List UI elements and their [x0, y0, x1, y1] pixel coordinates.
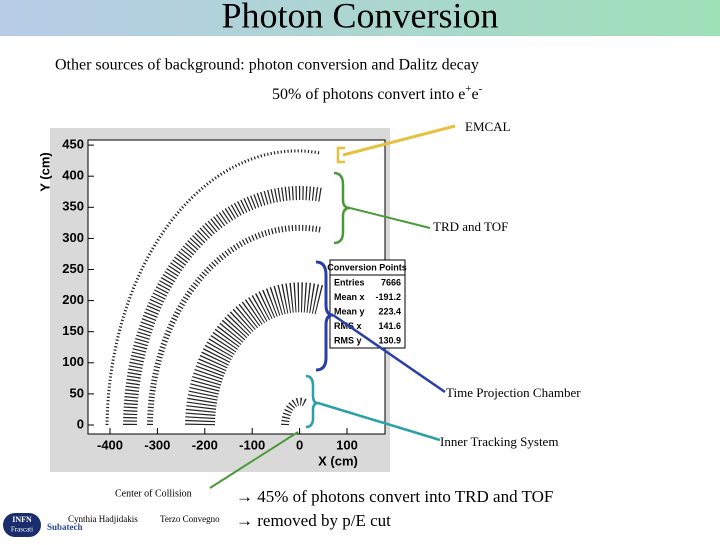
subtitle: Other sources of background: photon conv… [55, 57, 479, 74]
title-bar [0, 0, 720, 36]
logo-text: INFN [12, 515, 32, 524]
x-tick-label: -200 [192, 437, 218, 452]
note: 50% of photons convert into e+e- [272, 83, 483, 103]
y-tick-label: 350 [62, 199, 84, 214]
x-axis-label: X (cm) [318, 453, 358, 468]
y-tick-label: 0 [77, 416, 84, 431]
tof-ring [147, 224, 323, 426]
tpc-ring [185, 282, 324, 426]
x-tick-label: 0 [296, 437, 303, 452]
plot: X (cm) Y (cm) Conversion Points -400 -300… [37, 128, 407, 472]
infn-logo [3, 513, 41, 537]
emcal-bracket [336, 146, 345, 164]
title: Photon Conversion [221, 0, 498, 35]
tpc-pointer [332, 313, 446, 394]
subatech-logo: Subatech [47, 522, 83, 532]
x-tick-label: 100 [336, 437, 358, 452]
center-pointer [209, 431, 299, 489]
x-tick-label: -100 [239, 437, 265, 452]
y-tick-label: 100 [62, 354, 84, 369]
x-tick-label: -300 [144, 437, 170, 452]
bullet: → 45% of photons convert into TRD and TO… [236, 487, 553, 506]
stats-key: Entries [334, 277, 365, 287]
y-tick-label: 150 [62, 323, 84, 338]
detector-points [105, 149, 324, 426]
bullet: → removed by p/E cut [236, 511, 391, 530]
its-pointer [317, 401, 441, 442]
trd-pointer [349, 207, 431, 229]
y-axis-label: Y (cm) [37, 152, 52, 192]
stats-value: 130.9 [378, 335, 401, 345]
stats-value: 7666 [381, 277, 401, 287]
y-tick-label: 300 [62, 230, 84, 245]
stats-value: 223.4 [378, 306, 401, 316]
x-tick-label: -400 [97, 437, 123, 452]
y-tick-label: 400 [62, 168, 84, 183]
emcal-label: EMCAL [465, 119, 511, 134]
emcal-ring [105, 149, 321, 426]
y-tick-label: 50 [70, 385, 84, 400]
trd-label: TRD and TOF [433, 219, 508, 234]
stats-key: Mean y [334, 306, 365, 316]
stats-title: Conversion Points [327, 262, 407, 272]
stats-value: -191.2 [375, 292, 401, 302]
stats-value: 141.6 [378, 321, 401, 331]
center-label: Center of Collision [115, 488, 192, 499]
stats-key: RMS y [334, 335, 362, 345]
event: Terzo Convegno [160, 514, 220, 524]
y-tick-label: 250 [62, 261, 84, 276]
author: Cynthia Hadjidakis [68, 514, 138, 524]
y-tick-label: 200 [62, 292, 84, 307]
stats-key: Mean x [334, 292, 365, 302]
tpc-label: Time Projection Chamber [446, 385, 581, 400]
logo-text: Frascati [11, 526, 33, 534]
its-label: Inner Tracking System [440, 434, 558, 449]
emcal-pointer [342, 124, 456, 157]
trd-ring [123, 186, 324, 426]
y-tick-label: 450 [62, 137, 84, 152]
its-ring [281, 397, 308, 426]
